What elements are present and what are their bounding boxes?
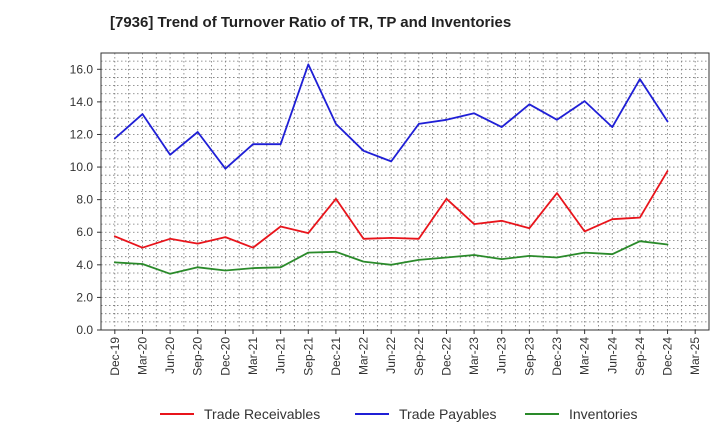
legend-label: Trade Receivables [204, 406, 320, 422]
y-tick-label: 12.0 [70, 127, 94, 141]
x-tick-label: Mar-20 [135, 337, 149, 375]
y-tick-label: 10.0 [70, 160, 94, 174]
x-tick-label: Dec-19 [108, 337, 122, 376]
y-tick-label: 14.0 [70, 95, 94, 109]
legend-label: Trade Payables [399, 406, 497, 422]
x-tick-label: Sep-22 [412, 337, 426, 376]
series-lines [113, 63, 669, 275]
y-axis: 0.0 2.0 4.0 6.0 8.0 10.0 12.0 14.0 16.0 [70, 62, 101, 337]
legend-label: Inventories [569, 406, 637, 422]
x-tick-label: Sep-23 [522, 337, 536, 376]
x-tick-label: Dec-24 [661, 337, 675, 376]
legend: Trade Receivables Trade Payables Inventori… [160, 406, 637, 422]
x-tick-label: Jun-20 [163, 337, 177, 374]
series-line-inventories [113, 240, 669, 275]
y-tick-label: 4.0 [76, 258, 93, 272]
x-tick-label: Sep-24 [633, 337, 647, 376]
x-tick-label: Mar-24 [578, 337, 592, 375]
y-tick-label: 6.0 [76, 225, 93, 239]
y-tick-label: 16.0 [70, 62, 94, 76]
x-tick-label: Jun-22 [384, 337, 398, 374]
x-tick-label: Dec-23 [550, 337, 564, 376]
y-tick-label: 0.0 [76, 323, 93, 337]
x-tick-label: Dec-22 [439, 337, 453, 376]
plot-border [100, 52, 710, 331]
x-tick-label: Dec-21 [329, 337, 343, 376]
x-tick-label: Mar-21 [246, 337, 260, 375]
x-tick-label: Sep-20 [191, 337, 205, 376]
chart-title: [7936] Trend of Turnover Ratio of TR, TP… [110, 14, 512, 31]
x-tick-label: Jun-24 [605, 337, 619, 374]
x-tick-label: Mar-22 [357, 337, 371, 375]
x-tick-label: Mar-23 [467, 337, 481, 375]
x-axis: Dec-19 Mar-20 Jun-20 Sep-20 Dec-20 Mar-21 Jun-… [108, 330, 702, 376]
series-line-trade-receivables [113, 170, 669, 249]
x-tick-label: Jun-21 [274, 337, 288, 374]
x-tick-label: Sep-21 [301, 337, 315, 376]
series-line-trade-payables [113, 63, 669, 170]
x-tick-label: Dec-20 [218, 337, 232, 376]
x-tick-label: Mar-25 [688, 337, 702, 375]
y-tick-label: 8.0 [76, 193, 93, 207]
x-tick-label: Jun-23 [495, 337, 509, 374]
y-tick-label: 2.0 [76, 290, 93, 304]
